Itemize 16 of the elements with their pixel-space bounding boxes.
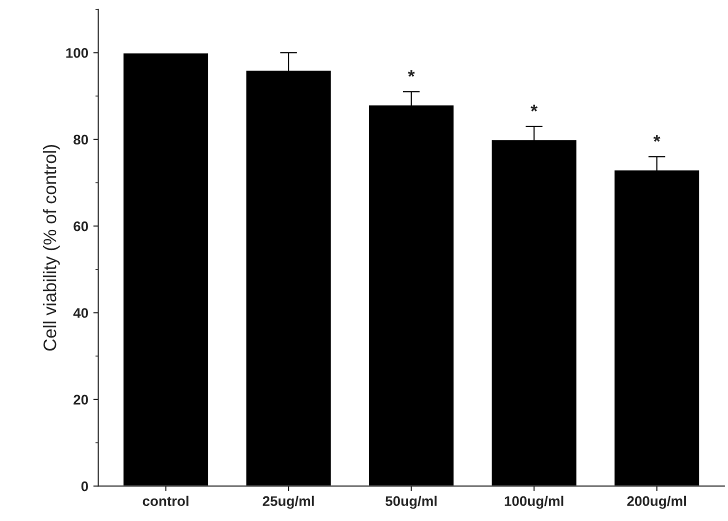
- y-tick-label: 20: [74, 394, 88, 405]
- x-tick-label: 50ug/ml: [386, 496, 437, 509]
- y-tick-label: 80: [74, 134, 88, 145]
- y-axis-title: Cell viability (% of control): [43, 145, 60, 351]
- x-tick-label: control: [142, 496, 188, 506]
- annotation: *: [653, 135, 660, 142]
- y-tick-label: 0: [81, 481, 88, 492]
- x-tick-label: 100ug/ml: [504, 496, 564, 509]
- y-tick-label: 60: [74, 221, 88, 232]
- bar: [122, 52, 210, 486]
- y-tick-label: 100: [66, 48, 88, 58]
- annotation: *: [530, 104, 538, 112]
- x-tick-label: 25ug/ml: [262, 496, 314, 509]
- annotation: *: [408, 70, 415, 77]
- x-tick-label: 200ug/ml: [627, 496, 686, 509]
- y-tick-label: 40: [73, 308, 88, 318]
